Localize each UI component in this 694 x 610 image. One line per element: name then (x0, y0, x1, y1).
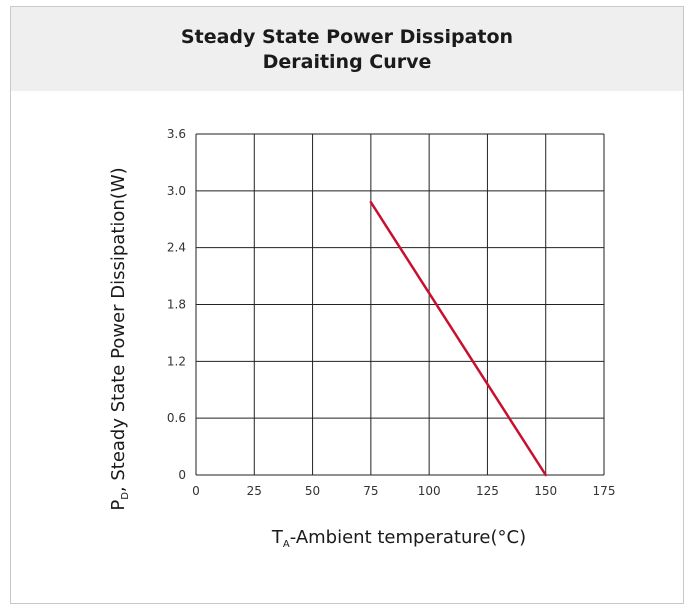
x-axis-label-main: T (271, 527, 284, 548)
y-tick-label: 2.4 (167, 241, 186, 255)
chart-header (11, 7, 683, 91)
y-tick-label: 3.0 (167, 184, 186, 198)
y-axis-label-sub: D (120, 492, 131, 500)
y-tick-label: 1.8 (167, 298, 186, 312)
x-tick-label: 100 (418, 484, 441, 498)
x-tick-label: 150 (534, 484, 557, 498)
y-axis-label-rest: , Steady State Power Dissipation(W) (108, 167, 129, 492)
x-tick-label: 50 (305, 484, 320, 498)
x-tick-label: 125 (476, 484, 499, 498)
series-line (369, 200, 547, 477)
y-tick-label: 3.6 (167, 127, 186, 141)
chart-title: Steady State Power Dissipaton Deraiting … (11, 25, 683, 75)
x-axis-label-rest: -Ambient temperature(°C) (290, 527, 526, 548)
y-axis-label: PD, Steady State Power Dissipation(W) (108, 167, 131, 510)
chart-title-line-2: Deraiting Curve (262, 51, 432, 73)
y-axis-label-main: P (108, 500, 129, 511)
x-tick-label: 175 (593, 484, 616, 498)
plot-grid (195, 133, 605, 476)
x-axis-label: TA-Ambient temperature(°C) (271, 527, 526, 550)
x-tick-label: 25 (247, 484, 262, 498)
y-tick-label: 0.6 (167, 411, 186, 425)
y-tick-label: 1.2 (167, 354, 186, 368)
tick-labels: 0 25 50 75 100 125 150 175 0 0.6 1.2 1.8 2.4 3.0 3.6 (167, 127, 616, 498)
x-axis-label-sub: A (283, 539, 290, 550)
x-tick-label: 75 (363, 484, 378, 498)
x-tick-label: 0 (192, 484, 200, 498)
data-series (369, 200, 547, 477)
y-tick-label: 0 (178, 468, 186, 482)
chart-title-line-1: Steady State Power Dissipaton (180, 26, 514, 48)
